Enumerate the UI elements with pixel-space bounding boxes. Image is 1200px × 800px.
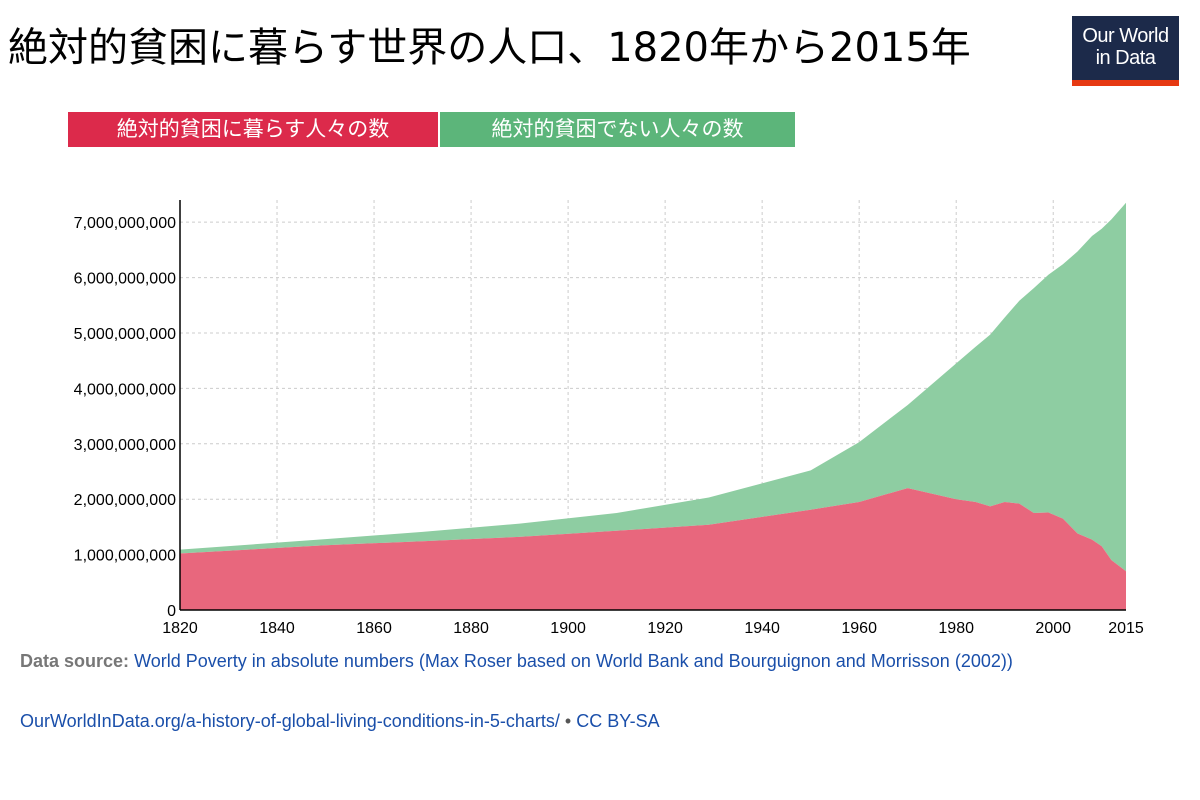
y-tick-label: 7,000,000,000 [74, 215, 176, 232]
y-tick-label: 3,000,000,000 [74, 437, 176, 454]
logo-line-2: in Data [1095, 47, 1156, 69]
y-tick-label: 6,000,000,000 [74, 271, 176, 288]
owid-logo[interactable]: Our World in Data [1072, 16, 1179, 86]
x-tick-label: 2000 [1035, 620, 1071, 637]
x-tick-label: 1900 [550, 620, 586, 637]
tick-labels: 0 1,000,000,000 2,000,000,000 3,000,000,000… [74, 215, 1144, 637]
x-tick-label: 1920 [647, 620, 683, 637]
x-tick-label: 1980 [938, 620, 974, 637]
footer-separator: • [564, 711, 572, 731]
axes [179, 200, 1126, 611]
logo-accent-bar [1072, 80, 1179, 86]
data-source-label: Data source: [20, 651, 130, 671]
y-tick-label: 2,000,000,000 [74, 492, 176, 509]
x-tick-label: 1840 [259, 620, 295, 637]
data-source: Data source: World Poverty in absolute n… [20, 650, 1170, 672]
license-link[interactable]: CC BY-SA [576, 711, 660, 731]
area-poor [180, 488, 1126, 610]
x-tick-label: 1880 [453, 620, 489, 637]
area-nonpoor [180, 202, 1126, 572]
y-tick-label: 1,000,000,000 [74, 548, 176, 565]
legend-item-nonpoor[interactable]: 絶対的貧困でない人々の数 [440, 112, 795, 147]
y-tick-label: 4,000,000,000 [74, 381, 176, 398]
x-tick-label: 2015 [1108, 620, 1144, 637]
x-tick-label: 1960 [841, 620, 877, 637]
footer-line: OurWorldInData.org/a-history-of-global-l… [20, 710, 660, 732]
logo-line-1: Our World [1082, 25, 1169, 47]
chart-areas [180, 202, 1126, 610]
chart-title: 絶対的貧困に暮らす世界の人口、1820年から2015年 [8, 25, 971, 71]
area-chart: 0 1,000,000,000 2,000,000,000 3,000,000,000… [74, 200, 1144, 637]
x-tick-label: 1860 [356, 620, 392, 637]
article-url-link[interactable]: OurWorldInData.org/a-history-of-global-l… [20, 711, 560, 731]
x-tick-label: 1820 [162, 620, 198, 637]
y-tick-label: 0 [167, 603, 176, 620]
x-tick-label: 1940 [744, 620, 780, 637]
data-source-link[interactable]: World Poverty in absolute numbers (Max R… [134, 651, 1013, 671]
legend-item-poor[interactable]: 絶対的貧困に暮らす人々の数 [68, 112, 438, 147]
y-tick-label: 5,000,000,000 [74, 326, 176, 343]
